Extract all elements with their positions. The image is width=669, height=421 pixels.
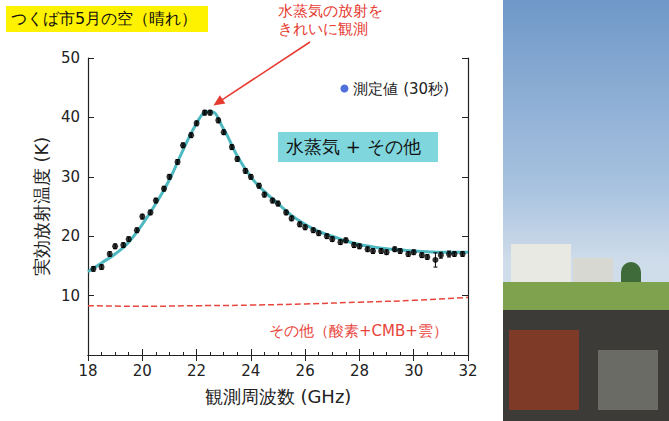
svg-text:20: 20 bbox=[133, 362, 152, 380]
svg-text:50: 50 bbox=[61, 49, 80, 67]
svg-text:観測周波数 (GHz): 観測周波数 (GHz) bbox=[205, 386, 352, 407]
svg-text:20: 20 bbox=[61, 227, 80, 245]
svg-text:測定値 (30秒): 測定値 (30秒) bbox=[353, 80, 449, 98]
svg-text:26: 26 bbox=[296, 362, 315, 380]
svg-text:32: 32 bbox=[458, 362, 477, 380]
svg-text:18: 18 bbox=[78, 362, 97, 380]
svg-text:つくば市5月の空（晴れ）: つくば市5月の空（晴れ） bbox=[11, 9, 197, 28]
svg-text:40: 40 bbox=[61, 108, 80, 126]
svg-text:きれいに観測: きれいに観測 bbox=[278, 20, 368, 38]
svg-text:実効放射温度 (K): 実効放射温度 (K) bbox=[31, 137, 52, 277]
svg-text:水蒸気の放射を: 水蒸気の放射を bbox=[278, 2, 383, 20]
svg-text:30: 30 bbox=[61, 168, 80, 186]
svg-text:24: 24 bbox=[241, 362, 260, 380]
svg-text:その他（酸素+CMB+雲）: その他（酸素+CMB+雲） bbox=[269, 322, 448, 340]
svg-text:30: 30 bbox=[404, 362, 423, 380]
svg-text:10: 10 bbox=[61, 287, 80, 305]
svg-text:28: 28 bbox=[350, 362, 369, 380]
svg-text:水蒸気 + その他: 水蒸気 + その他 bbox=[286, 136, 421, 157]
svg-text:22: 22 bbox=[187, 362, 206, 380]
